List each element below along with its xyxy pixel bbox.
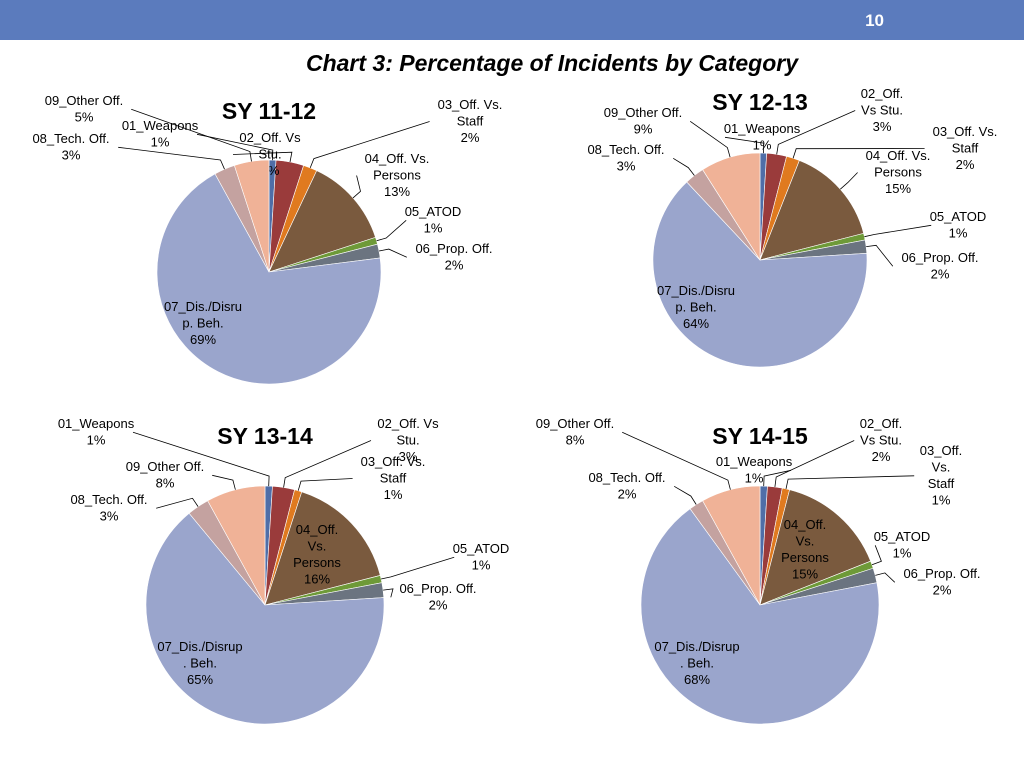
data-label-tech-off: 08_Tech. Off. 3% <box>70 492 147 524</box>
data-label-off-vs-staff: 03_Off. Vs. Staff 2% <box>933 124 998 172</box>
leader-line-atod <box>871 545 882 566</box>
pie-slice-off-vs-persons <box>759 160 865 261</box>
data-label-tech-off: 08_Tech. Off. 3% <box>587 142 664 174</box>
pie-slice-dis-disrup-beh <box>145 512 385 725</box>
leader-line-atod <box>381 556 455 580</box>
leader-line-off-vs-stu <box>283 440 372 488</box>
pie-chart-sy-14-15: SY 14-15 01_Weapons 1% 02_Off. Vs Stu. 2% 03_O… <box>536 416 981 725</box>
pie-title: SY 14-15 <box>712 423 808 449</box>
data-label-dis-disrup-beh: 07_Dis./Disrup. Beh. 65% <box>157 639 242 687</box>
data-label-off-vs-persons: 04_Off. Vs. Persons 15% <box>781 517 829 582</box>
leader-line-atod <box>864 224 932 238</box>
pie-slice-off-vs-persons <box>264 491 381 606</box>
data-label-off-vs-staff: 03_Off. Vs. Staff 1% <box>361 454 426 502</box>
leader-line-off-vs-staff <box>792 148 925 159</box>
data-label-prop-off: 06_Prop. Off. 2% <box>399 581 476 613</box>
data-label-prop-off: 06_Prop. Off. 2% <box>903 566 980 598</box>
data-label-prop-off: 06_Prop. Off. 2% <box>901 250 978 282</box>
leader-line-off-vs-stu <box>776 110 856 155</box>
pie-slice-dis-disrup-beh <box>652 181 868 368</box>
data-label-off-vs-staff: 03_Off. Vs. Staff 2% <box>438 97 503 145</box>
leader-line-atod <box>376 220 407 242</box>
leader-line-tech-off <box>156 497 199 509</box>
data-label-other-off: 09_Other Off. 8% <box>126 459 205 491</box>
pie-slice-other-off <box>702 485 761 606</box>
pie-slice-dis-disrup-beh <box>640 508 880 725</box>
pie-chart-sy-11-12: SY 11-12 01_Weapons 1% 02_Off. Vs Stu. 4% 03_O… <box>32 93 503 385</box>
data-label-weapons: 01_Weapons 1% <box>122 118 199 150</box>
data-label-dis-disrup-beh: 07_Dis./Disrup. Beh. 68% <box>654 639 739 687</box>
data-label-off-vs-stu: 02_Off. Vs Stu. 3% <box>377 416 439 464</box>
data-label-off-vs-persons: 04_Off. Vs. Persons 16% <box>293 522 341 587</box>
leader-line-off-vs-staff <box>785 475 915 489</box>
data-label-other-off: 09_Other Off. 5% <box>45 93 124 125</box>
data-label-off-vs-stu: 02_Off. Vs Stu. 4% <box>239 130 301 178</box>
leader-line-other-off <box>622 431 731 490</box>
data-label-off-vs-stu: 02_Off. Vs Stu. 3% <box>861 86 903 134</box>
pie-chart-sy-13-14: SY 13-14 01_Weapons 1% 02_Off. Vs Stu. 3%03_O… <box>58 416 510 725</box>
pie-slice-other-off <box>207 485 266 606</box>
data-label-dis-disrup-beh: 07_Dis./Disru p. Beh. 69% <box>164 299 242 347</box>
leader-line-off-vs-persons <box>840 172 858 190</box>
leader-line-weapons <box>196 133 274 161</box>
pie-slice-dis-disrup-beh <box>156 173 382 385</box>
slide-title: Chart 3: Percentage of Incidents by Cate… <box>305 50 799 76</box>
leader-line-prop-off <box>383 588 394 598</box>
header-bar: 10 <box>0 0 1024 40</box>
data-label-tech-off: 08_Tech. Off. 3% <box>32 131 109 163</box>
leader-line-prop-off <box>866 244 894 267</box>
data-label-atod: 05_ATOD 1% <box>453 541 510 573</box>
leader-line-off-vs-persons <box>352 175 361 199</box>
data-label-weapons: 01_Weapons 1% <box>716 454 793 486</box>
pie-title: SY 12-13 <box>712 89 807 115</box>
data-label-other-off: 09_Other Off. 8% <box>536 416 615 448</box>
leader-line-prop-off <box>378 248 407 258</box>
pie-slice-off-vs-persons <box>759 489 872 606</box>
data-label-off-vs-staff: 03_Off. Vs. Staff 1% <box>920 443 962 508</box>
data-label-dis-disrup-beh: 07_Dis./Disru p. Beh. 64% <box>657 283 735 331</box>
leader-line-off-vs-stu <box>232 151 293 163</box>
leader-line-off-vs-stu <box>774 440 855 487</box>
leader-line-prop-off <box>875 572 896 583</box>
leader-line-other-off <box>689 120 731 158</box>
pie-title: SY 11-12 <box>222 98 316 124</box>
leader-line-off-vs-staff <box>309 121 430 169</box>
leader-line-off-vs-staff <box>297 478 353 491</box>
leader-line-other-off <box>131 108 252 162</box>
page-number: 10 <box>865 11 884 30</box>
data-label-off-vs-persons: 04_Off. Vs. Persons 15% <box>866 148 931 196</box>
data-label-atod: 05_ATOD 1% <box>874 529 931 561</box>
data-label-weapons: 01_Weapons 1% <box>724 121 801 153</box>
data-label-atod: 05_ATOD 1% <box>930 209 987 241</box>
pie-title: SY 13-14 <box>217 423 313 449</box>
leader-line-weapons <box>763 469 792 487</box>
pie-chart-sy-12-13: SY 12-13 01_Weapons 1% 02_Off. Vs Stu. 3% 03_O… <box>587 86 998 368</box>
leader-line-weapons <box>724 136 765 154</box>
pie-slice-other-off <box>702 152 761 262</box>
data-label-off-vs-persons: 04_Off. Vs. Persons 13% <box>365 151 430 199</box>
data-label-atod: 05_ATOD 1% <box>405 204 462 236</box>
data-label-off-vs-stu: 02_Off. Vs Stu. 2% <box>860 416 902 464</box>
leader-line-weapons <box>132 431 270 487</box>
leader-line-tech-off <box>672 157 695 176</box>
data-label-tech-off: 08_Tech. Off. 2% <box>588 470 665 502</box>
leader-line-tech-off <box>118 146 225 170</box>
data-label-other-off: 09_Other Off. 9% <box>604 105 683 137</box>
pie-slice-off-vs-persons <box>268 170 376 273</box>
data-label-prop-off: 06_Prop. Off. 2% <box>415 241 492 273</box>
leader-line-other-off <box>212 474 236 490</box>
data-label-weapons: 01_Weapons 1% <box>58 416 135 448</box>
leader-line-tech-off <box>673 485 697 505</box>
